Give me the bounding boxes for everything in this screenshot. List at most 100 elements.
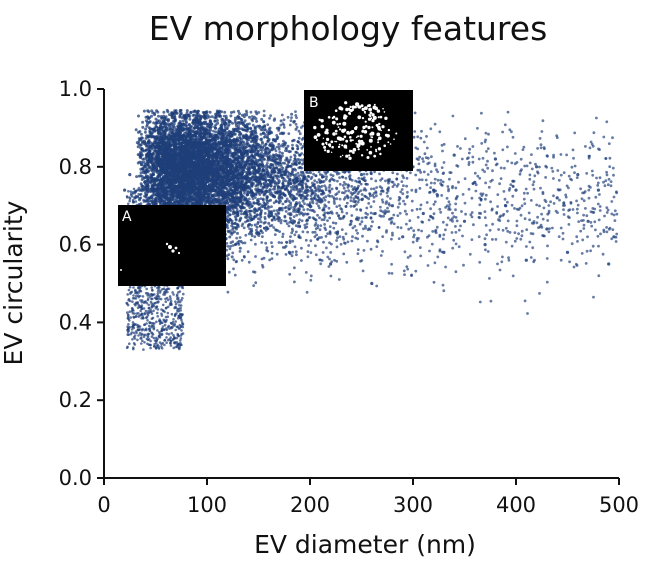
scatter-point — [178, 121, 181, 125]
scatter-point — [255, 119, 259, 123]
scatter-point — [144, 136, 148, 140]
scatter-point — [143, 130, 147, 134]
scatter-point — [208, 110, 212, 114]
scatter-point — [163, 179, 167, 183]
scatter-point — [145, 124, 149, 128]
chart-title: EV morphology features — [149, 9, 548, 48]
scatter-point — [155, 166, 159, 170]
scatter-point — [199, 122, 203, 126]
scatter-point — [188, 141, 192, 145]
scatter-point — [183, 198, 187, 201]
scatter-point — [190, 125, 194, 128]
scatter-point — [145, 162, 149, 166]
scatter-point — [184, 117, 188, 120]
scatter-point — [193, 149, 197, 153]
scatter-point — [174, 129, 178, 133]
scatter-point — [229, 114, 233, 118]
scatter-point — [184, 158, 188, 162]
scatter-point — [164, 183, 168, 187]
scatter-point — [162, 110, 166, 114]
scatter-point — [134, 128, 138, 132]
scatter-point — [144, 170, 148, 174]
scatter-point — [140, 136, 144, 140]
scatter-point — [163, 175, 167, 179]
scatter-point — [262, 114, 266, 118]
scatter-point — [169, 156, 173, 160]
scatter-point — [241, 128, 245, 132]
scatter-point — [215, 119, 219, 122]
scatter-point — [193, 132, 197, 136]
scatter-point — [143, 179, 147, 183]
scatter-point — [203, 114, 207, 118]
scatter-point — [226, 215, 230, 218]
scatter-point — [170, 131, 174, 135]
scatter-point — [238, 219, 242, 223]
scatter-point — [254, 110, 258, 114]
scatter-point — [227, 120, 231, 124]
scatter-point — [174, 109, 178, 113]
scatter-point — [189, 132, 193, 136]
scatter-point — [153, 111, 157, 115]
scatter-point — [161, 137, 165, 141]
scatter-point — [159, 115, 163, 118]
scatter-point — [147, 140, 150, 144]
scatter-point — [168, 173, 171, 177]
scatter-point — [156, 160, 159, 164]
scatter-point — [151, 172, 155, 176]
scatter-point — [185, 109, 189, 113]
scatter-point — [185, 127, 189, 131]
scatter-point — [140, 167, 144, 171]
scatter-point — [166, 118, 170, 122]
scatter-point — [177, 181, 181, 185]
scatter-point — [184, 146, 188, 150]
scatter-point — [236, 109, 240, 113]
scatter-point — [277, 219, 281, 223]
scatter-point — [151, 152, 155, 155]
scatter-point — [155, 109, 159, 113]
scatter-point — [165, 126, 169, 130]
scatter-point — [175, 111, 179, 115]
scatter-point — [184, 114, 188, 118]
scatter-point — [142, 149, 146, 153]
scatter-point — [187, 113, 191, 117]
scatter-point — [184, 137, 188, 141]
scatter-point — [158, 145, 162, 149]
scatter-point — [181, 145, 185, 149]
scatter-point — [165, 108, 169, 112]
scatter-point — [169, 140, 172, 144]
scatter-point — [231, 121, 234, 125]
scatter-point — [178, 168, 182, 172]
scatter-point — [147, 117, 151, 121]
scatter-point — [268, 126, 272, 130]
scatter-point — [256, 150, 260, 153]
scatter-point — [180, 123, 184, 127]
scatter-point — [189, 196, 193, 200]
scatter-point — [183, 176, 187, 180]
scatter-point — [229, 111, 233, 114]
scatter-point — [189, 185, 193, 188]
scatter-point — [184, 141, 188, 145]
scatter-point — [160, 128, 164, 132]
scatter-point — [153, 126, 157, 130]
scatter-point — [279, 119, 283, 123]
scatter-point — [192, 110, 195, 114]
scatter-point — [141, 120, 145, 124]
scatter-point — [141, 125, 145, 129]
scatter-point — [192, 196, 196, 200]
scatter-point — [156, 119, 160, 123]
scatter-point — [138, 198, 141, 202]
scatter-point — [158, 137, 162, 141]
scatter-point — [215, 109, 219, 113]
scatter-point — [142, 160, 146, 164]
scatter-point — [178, 132, 182, 135]
scatter-point — [149, 173, 153, 177]
scatter-point — [188, 117, 192, 121]
scatter-point — [260, 117, 264, 121]
scatter-point — [173, 119, 177, 123]
scatter-point — [148, 120, 152, 124]
scatter-point — [189, 135, 193, 139]
scatter-point — [245, 141, 249, 145]
scatter-point — [138, 160, 142, 164]
scatter-point — [164, 142, 168, 145]
